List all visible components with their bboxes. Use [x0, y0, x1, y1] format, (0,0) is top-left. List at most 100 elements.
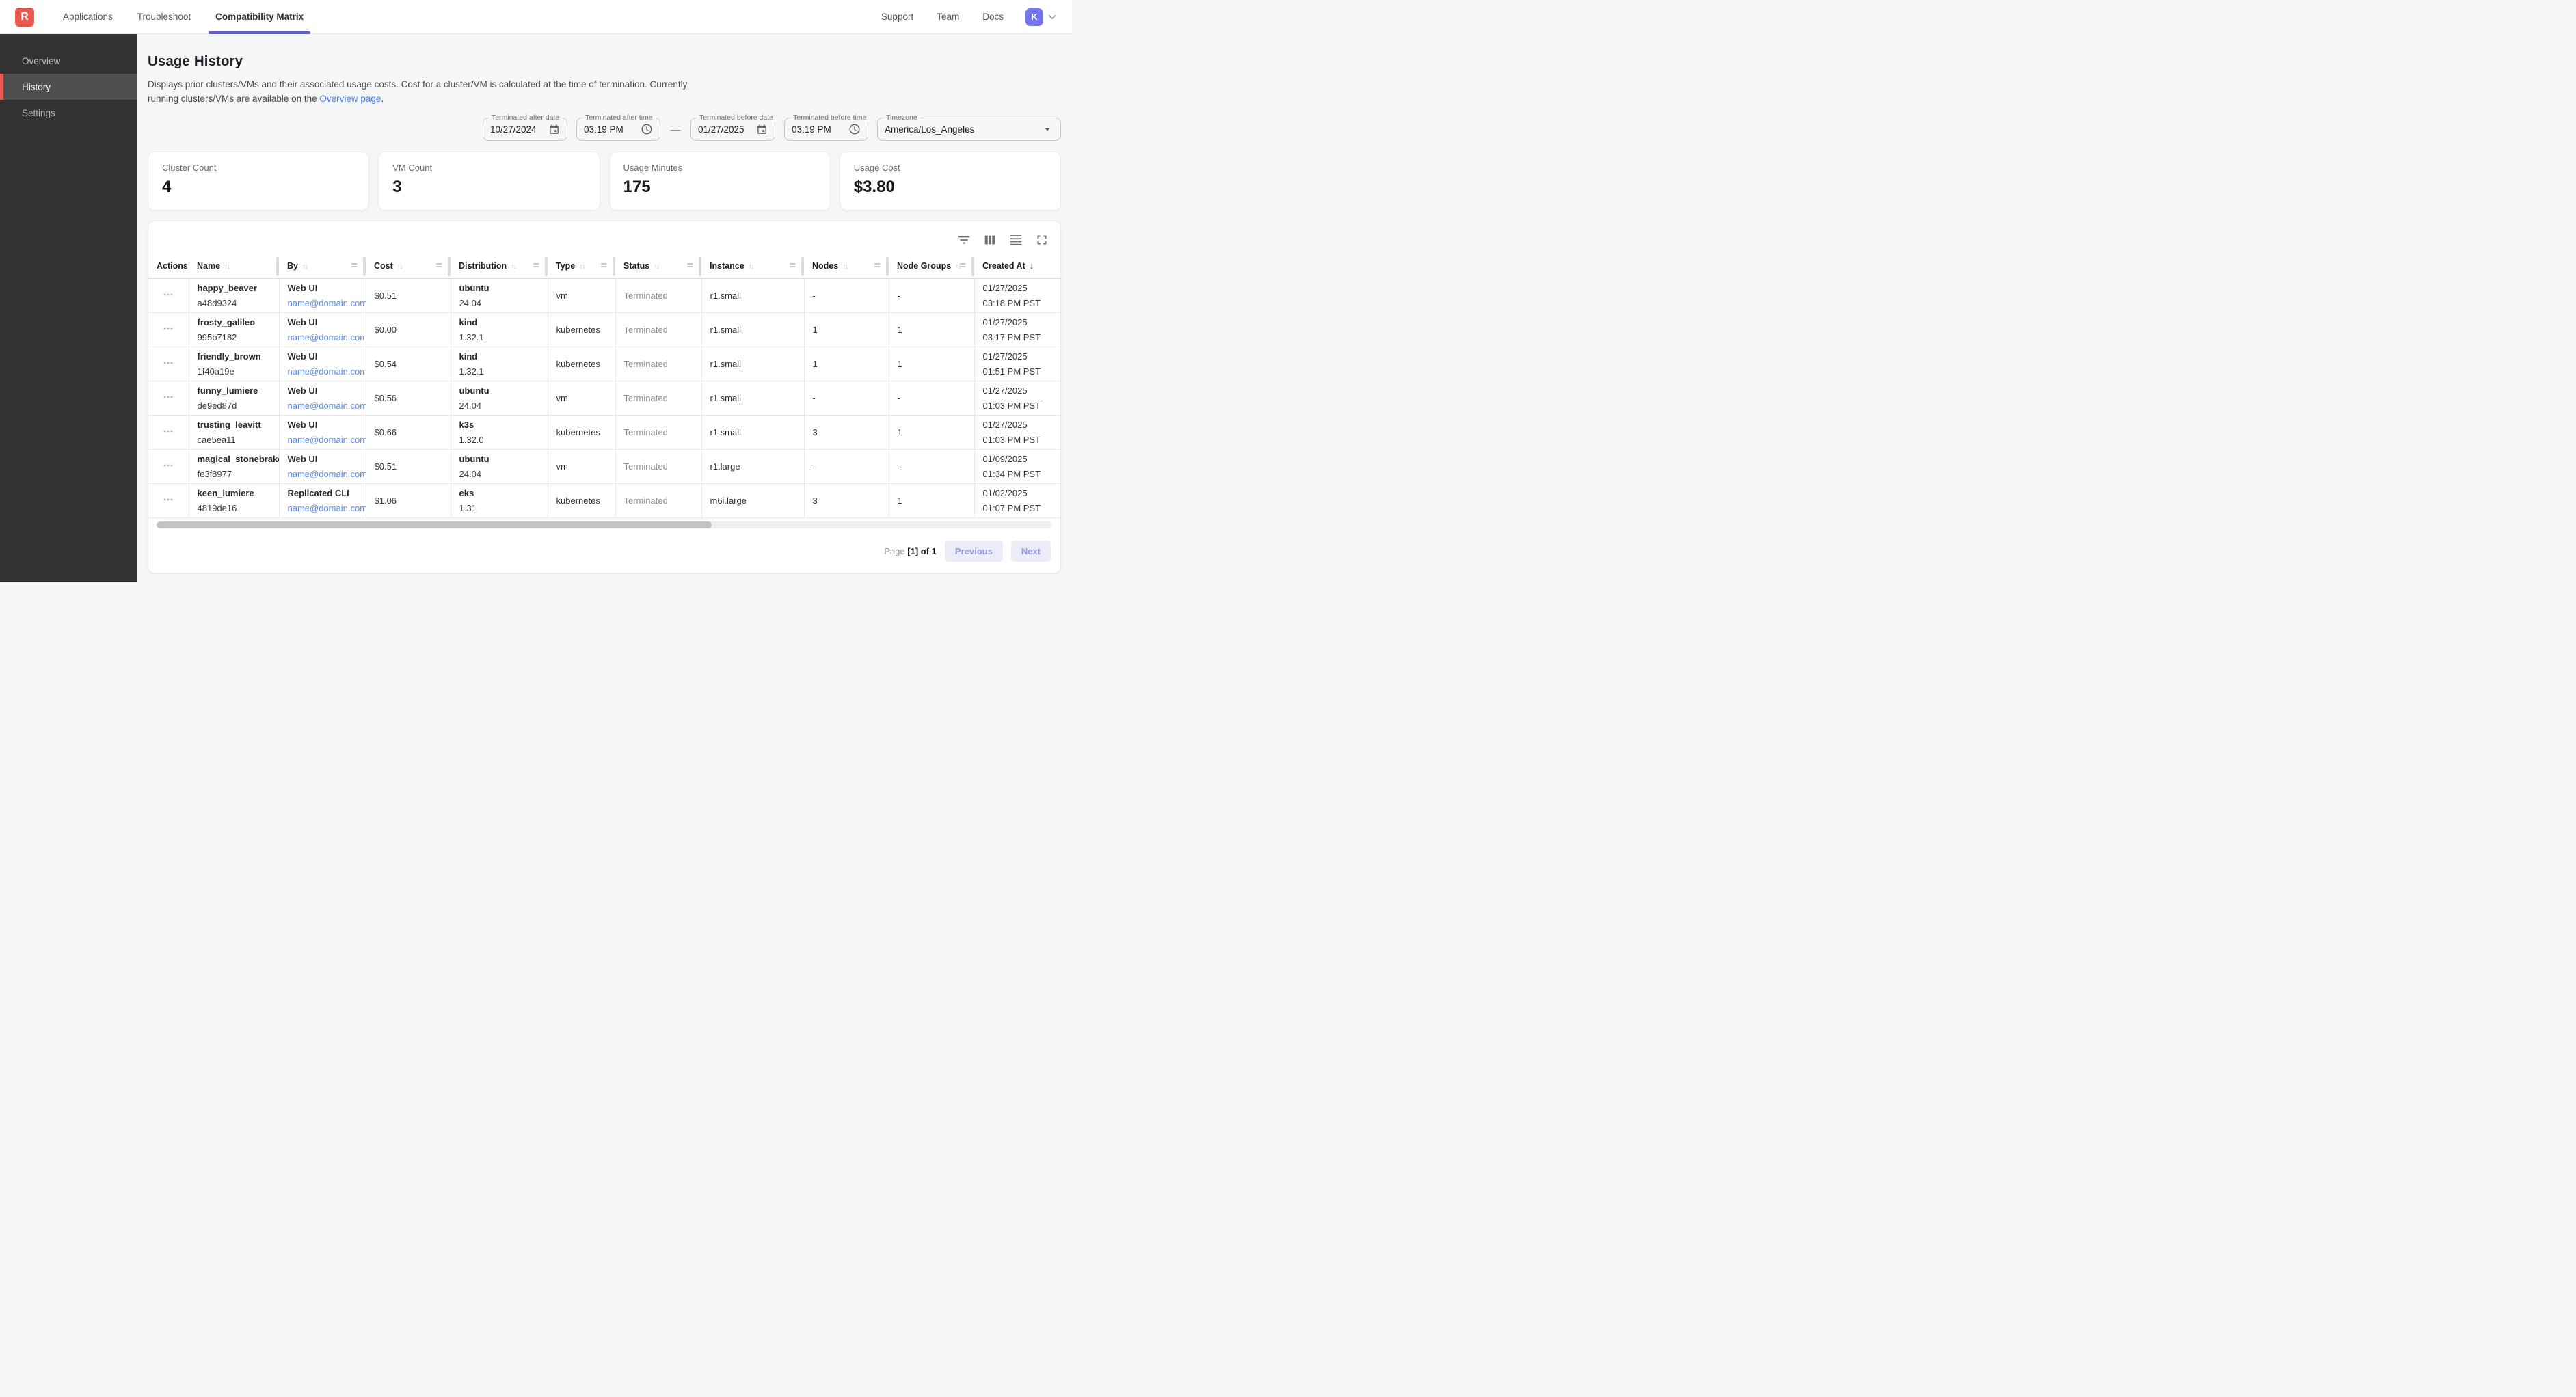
- clock-icon[interactable]: [641, 123, 653, 135]
- cell-created-date: 01/02/2025 01:07 PM PST: [974, 483, 1060, 518]
- column-label: Created At: [982, 261, 1025, 271]
- column-drag-handle-icon[interactable]: =: [959, 259, 966, 271]
- cell-type: vm: [548, 449, 616, 484]
- cell-type: kubernetes: [548, 312, 616, 347]
- sort-desc-icon[interactable]: ↓: [1029, 260, 1034, 271]
- column-label: Distribution: [459, 260, 507, 271]
- column-resize-handle[interactable]: [545, 256, 548, 276]
- email-link[interactable]: name@domain.com: [287, 469, 366, 479]
- stat-value: $3.80: [853, 178, 895, 196]
- filter-field-terminated-after-time[interactable]: Terminated after time 03:19 PM: [576, 113, 660, 141]
- dropdown-arrow-icon[interactable]: [1041, 123, 1054, 135]
- more-horizontal-icon[interactable]: [161, 493, 175, 506]
- column-drag-handle-icon[interactable]: =: [533, 259, 539, 271]
- sort-icon[interactable]: ↑↓: [842, 262, 848, 271]
- table-row: funny_lumiere de9ed87d Web UI name@domain.c…: [148, 381, 1060, 416]
- filter-field-terminated-before-date[interactable]: Terminated before date 01/27/2025: [690, 113, 776, 141]
- density-icon[interactable]: [1006, 230, 1026, 250]
- cell-line1: 01/27/2025: [982, 420, 1028, 430]
- cell-nodes: -: [804, 449, 889, 484]
- filter-field-timezone[interactable]: Timezone America/Los_Angeles: [877, 113, 1061, 141]
- sort-icon[interactable]: ↑↓: [654, 262, 660, 271]
- cell-line1: ubuntu: [459, 454, 489, 464]
- cell-line2: 01:34 PM PST: [982, 469, 1041, 479]
- column-label: Instance: [710, 260, 744, 271]
- column-label: Node Groups: [897, 260, 952, 271]
- column-resize-handle[interactable]: [801, 256, 804, 276]
- sort-icon[interactable]: ↑↓: [579, 262, 585, 271]
- column-drag-handle-icon[interactable]: =: [686, 259, 693, 271]
- calendar-icon[interactable]: [756, 124, 768, 135]
- replicated-logo[interactable]: R: [15, 7, 34, 27]
- filter-field-terminated-after-date[interactable]: Terminated after date 10/27/2024: [483, 113, 567, 141]
- cell-by: Web UI name@domain.com: [279, 347, 366, 381]
- next-page-button[interactable]: Next: [1010, 541, 1051, 562]
- nav-item-troubleshoot[interactable]: Troubleshoot: [137, 12, 191, 22]
- calendar-icon[interactable]: [548, 124, 560, 135]
- column-drag-handle-icon[interactable]: =: [435, 259, 442, 271]
- email-link[interactable]: name@domain.com: [287, 401, 366, 411]
- email-link[interactable]: name@domain.com: [287, 366, 366, 377]
- column-resize-handle[interactable]: [886, 256, 889, 276]
- sort-icon[interactable]: ↑↓: [397, 262, 403, 271]
- column-resize-handle[interactable]: [276, 256, 279, 276]
- nav-item-applications[interactable]: Applications: [63, 12, 113, 22]
- sort-icon[interactable]: ↑↓: [224, 262, 230, 271]
- more-horizontal-icon[interactable]: [161, 390, 175, 404]
- nav-item-docs[interactable]: Docs: [982, 12, 1004, 22]
- sidebar-item-settings[interactable]: Settings: [22, 107, 55, 118]
- sort-icon[interactable]: ↑↓: [301, 262, 308, 271]
- overview-page-link[interactable]: Overview page: [319, 94, 381, 104]
- column-header-status[interactable]: Status ↑↓ =: [615, 254, 701, 279]
- column-drag-handle-icon[interactable]: =: [789, 259, 796, 271]
- sidebar-item-overview[interactable]: Overview: [22, 55, 61, 66]
- previous-page-button[interactable]: Previous: [944, 541, 1003, 562]
- email-link[interactable]: name@domain.com: [287, 332, 366, 342]
- horizontal-scrollbar-track[interactable]: [157, 521, 1052, 528]
- page-indicator: Page [1] of 1: [884, 546, 937, 556]
- column-drag-handle-icon[interactable]: =: [351, 259, 358, 271]
- more-horizontal-icon[interactable]: [161, 459, 175, 472]
- column-resize-handle[interactable]: [613, 256, 615, 276]
- column-header-nodes[interactable]: Nodes ↑↓ =: [804, 254, 889, 279]
- stat-value: 3: [392, 178, 402, 196]
- clock-icon[interactable]: [848, 123, 861, 135]
- filter-field-terminated-before-time[interactable]: Terminated before time 03:19 PM: [784, 113, 870, 141]
- more-horizontal-icon[interactable]: [161, 356, 175, 370]
- column-resize-handle[interactable]: [448, 256, 451, 276]
- sidebar-item-history[interactable]: History: [0, 74, 137, 100]
- column-drag-handle-icon[interactable]: =: [600, 259, 607, 271]
- column-header-by[interactable]: By ↑↓ =: [279, 254, 366, 279]
- column-header-distribution[interactable]: Distribution ↑↓ =: [451, 254, 548, 279]
- columns-icon[interactable]: [980, 230, 1000, 250]
- email-link[interactable]: name@domain.com: [287, 503, 366, 513]
- horizontal-scrollbar-thumb[interactable]: [157, 521, 712, 528]
- column-resize-handle[interactable]: [363, 256, 366, 276]
- column-header-created-at[interactable]: Created At ↓: [974, 254, 1060, 279]
- nav-item-compatibility-matrix[interactable]: Compatibility Matrix: [209, 0, 311, 34]
- column-header-name[interactable]: Name ↑↓: [189, 254, 279, 279]
- nav-item-support[interactable]: Support: [881, 12, 914, 22]
- column-header-instance[interactable]: Instance ↑↓ =: [701, 254, 804, 279]
- nav-item-team[interactable]: Team: [937, 12, 960, 22]
- chevron-down-icon[interactable]: [1046, 11, 1058, 23]
- cell-by: Replicated CLI name@domain.com: [279, 483, 366, 518]
- column-header-type[interactable]: Type ↑↓ =: [548, 254, 615, 279]
- email-link[interactable]: name@domain.com: [287, 298, 366, 308]
- sort-icon[interactable]: ↑↓: [955, 262, 961, 271]
- fullscreen-icon[interactable]: [1032, 230, 1052, 250]
- sort-icon[interactable]: ↑↓: [748, 262, 755, 271]
- column-header-cost[interactable]: Cost ↑↓ =: [366, 254, 451, 279]
- column-drag-handle-icon[interactable]: =: [874, 259, 881, 271]
- sort-icon[interactable]: ↑↓: [511, 262, 517, 271]
- user-avatar[interactable]: K: [1025, 8, 1043, 26]
- more-horizontal-icon[interactable]: [161, 424, 175, 438]
- more-horizontal-icon[interactable]: [161, 322, 175, 336]
- column-header-node-groups[interactable]: Node Groups ↑↓ =: [889, 254, 974, 279]
- column-resize-handle[interactable]: [971, 256, 974, 276]
- pagination: Page [1] of 1 Previous Next: [148, 528, 1060, 563]
- more-horizontal-icon[interactable]: [161, 288, 175, 301]
- filter-icon[interactable]: [954, 230, 974, 250]
- email-link[interactable]: name@domain.com: [287, 435, 366, 445]
- column-resize-handle[interactable]: [699, 256, 701, 276]
